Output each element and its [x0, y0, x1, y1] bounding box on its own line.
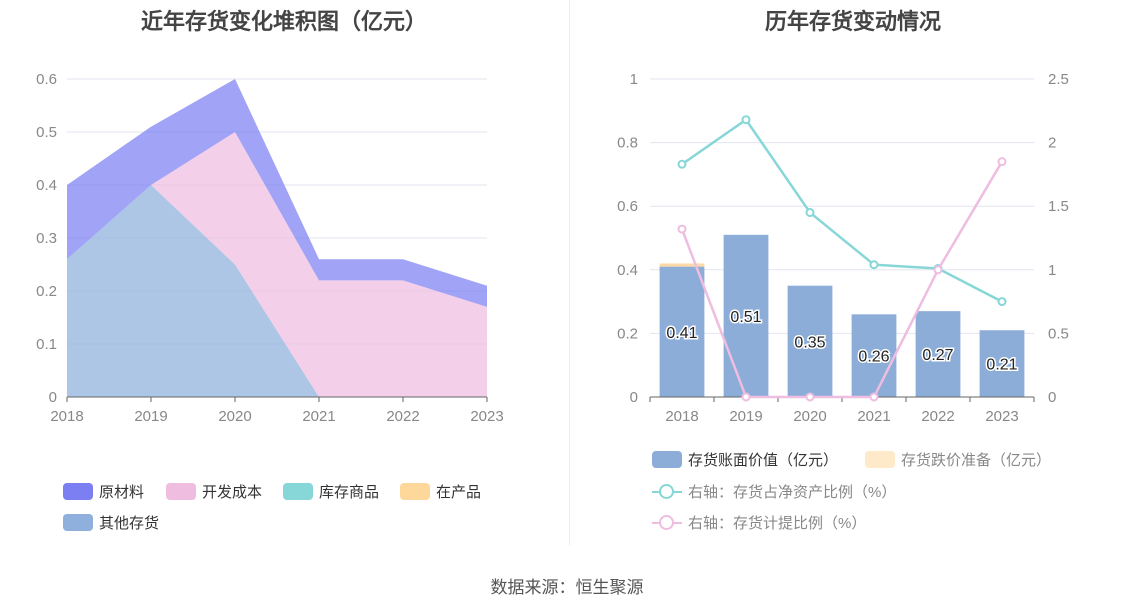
legend-item[interactable]: 其他存货 — [63, 512, 159, 533]
line-point — [677, 159, 687, 169]
x-tick-label: 2021 — [857, 408, 890, 425]
legend-item[interactable]: 原材料 — [63, 481, 144, 502]
legend-label: 存货账面价值（亿元） — [688, 452, 839, 469]
line-point — [997, 157, 1007, 167]
legend-swatch — [865, 451, 895, 468]
y2-tick-label: 1.5 — [1048, 198, 1069, 215]
line-point — [741, 392, 751, 402]
line-point — [933, 265, 943, 275]
bar-impairment — [659, 263, 705, 267]
legend-label: 其他存货 — [99, 515, 160, 532]
line-point — [869, 260, 879, 270]
y2-tick-label: 2.5 — [1048, 71, 1069, 88]
stacked-area-chart: 0 0.1 0.2 0.3 0.4 0.5 0.6 2018 2019 2020 2021 2022 2… — [36, 71, 504, 425]
right-chart-panel: 历年存货变动情况 0 0.2 0.4 0.6 0.8 1 0 0.5 1 1.5 2 2.5 2018 2… — [572, 0, 1134, 545]
x-tick-label: 2022 — [386, 408, 419, 425]
bar-data-label: 0.21 — [986, 357, 1017, 374]
bar-book-value — [787, 285, 833, 397]
legend-swatch — [400, 483, 430, 500]
x-tick-label: 2018 — [50, 408, 83, 425]
y-tick-label: 0.8 — [617, 135, 638, 152]
legend-label: 右轴：存货计提比例（%） — [688, 515, 867, 532]
legend-swatch — [166, 483, 196, 500]
y-tick-label: 0.4 — [36, 177, 57, 194]
legend-item[interactable]: 在产品 — [400, 481, 481, 502]
area-series-1 — [67, 132, 487, 397]
bar-data-label: 0.41 — [666, 325, 697, 342]
y-tick-label: 0.6 — [36, 71, 57, 88]
x-tick-label: 2019 — [729, 408, 762, 425]
legend-item[interactable]: 存货跌价准备（亿元） — [865, 449, 1051, 470]
legend-item[interactable]: 右轴：存货占净资产比例（%） — [652, 481, 896, 502]
left-chart-panel: 近年存货变化堆积图（亿元） 0 0.1 0.2 0.3 0.4 0.5 0.6 2018 201… — [0, 0, 568, 545]
y-tick-label: 0.2 — [36, 283, 57, 300]
y-tick-label: 0.6 — [617, 198, 638, 215]
panel-divider — [569, 0, 570, 545]
x-tick-label: 2023 — [470, 408, 503, 425]
area-series-0 — [67, 79, 487, 307]
legend-swatch — [63, 514, 93, 531]
bar-data-label: 0.35 — [794, 334, 825, 351]
legend-label: 右轴：存货占净资产比例（%） — [688, 484, 897, 501]
line-point — [997, 297, 1007, 307]
legend-label: 在产品 — [436, 484, 482, 501]
line-point — [805, 392, 815, 402]
y2-tick-label: 0.5 — [1048, 325, 1069, 342]
legend-item[interactable]: 开发成本 — [166, 481, 262, 502]
line-series-2 — [681, 117, 1003, 303]
legend-item[interactable]: 存货账面价值（亿元） — [652, 449, 838, 470]
x-tick-label: 2021 — [302, 408, 335, 425]
legend-label: 原材料 — [99, 484, 145, 501]
y-tick-label: 0.5 — [36, 124, 57, 141]
y2-tick-label: 0 — [1048, 389, 1056, 406]
bar-data-label: 0.51 — [730, 309, 761, 326]
bar-book-value — [851, 314, 897, 397]
bar-data-label: 0.26 — [858, 349, 889, 366]
data-source: 数据来源：恒生聚源 — [490, 578, 644, 597]
x-tick-label: 2019 — [134, 408, 167, 425]
legend-label: 开发成本 — [202, 484, 263, 501]
x-tick-label: 2020 — [793, 408, 826, 425]
bar-book-value — [723, 234, 769, 397]
legend-line-swatch — [652, 483, 682, 500]
legend-dot — [659, 484, 674, 499]
line-point — [741, 115, 751, 125]
legend-swatch — [63, 483, 93, 500]
y-tick-label: 0 — [49, 389, 57, 406]
x-tick-label: 2022 — [921, 408, 954, 425]
y2-tick-label: 1 — [1048, 262, 1056, 279]
y-tick-label: 0.2 — [617, 325, 638, 342]
y-tick-label: 1 — [630, 71, 638, 88]
x-tick-label: 2023 — [985, 408, 1018, 425]
line-point — [805, 208, 815, 218]
y2-tick-label: 2 — [1048, 135, 1056, 152]
legend-line-swatch — [652, 514, 682, 531]
legend-label: 库存商品 — [319, 484, 380, 501]
area-series-4 — [67, 185, 487, 397]
y-tick-label: 0.3 — [36, 230, 57, 247]
right-chart-title: 历年存货变动情况 — [764, 9, 941, 34]
bar-book-value — [659, 266, 705, 397]
legend-swatch — [283, 483, 313, 500]
line-point — [869, 392, 879, 402]
line-point — [677, 224, 687, 234]
legend-label: 存货跌价准备（亿元） — [901, 452, 1052, 469]
legend-dot — [659, 515, 674, 530]
legend-item[interactable]: 右轴：存货计提比例（%） — [652, 512, 866, 533]
y-tick-label: 0.4 — [617, 262, 638, 279]
left-chart-title: 近年存货变化堆积图（亿元） — [140, 9, 427, 34]
y-tick-label: 0.1 — [36, 336, 57, 353]
legend-item[interactable]: 库存商品 — [283, 481, 379, 502]
bar-book-value — [979, 330, 1025, 397]
y-tick-label: 0 — [630, 389, 638, 406]
bar-data-label: 0.27 — [922, 347, 953, 364]
x-tick-label: 2018 — [665, 408, 698, 425]
bar-book-value — [915, 311, 961, 397]
x-tick-label: 2020 — [218, 408, 251, 425]
line-series-3 — [680, 161, 1004, 399]
legend-swatch — [652, 451, 682, 468]
